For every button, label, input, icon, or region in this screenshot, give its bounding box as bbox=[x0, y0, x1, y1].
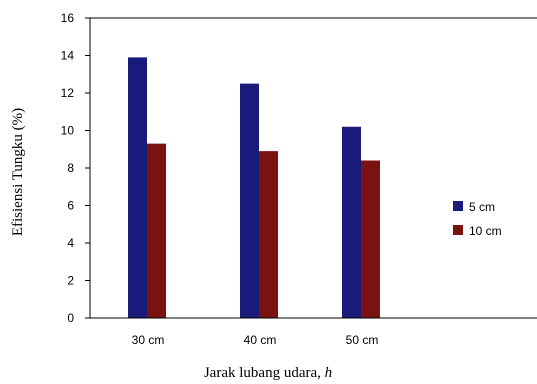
x-category-label: 30 cm bbox=[132, 333, 165, 347]
bar-5cm-50cm bbox=[342, 126, 361, 318]
legend-swatch bbox=[453, 225, 463, 235]
y-tick-label: 6 bbox=[67, 199, 74, 213]
y-tick-label: 12 bbox=[61, 86, 75, 100]
bars bbox=[128, 57, 380, 318]
y-tick-label: 8 bbox=[67, 161, 74, 175]
bar-5cm-30cm bbox=[128, 57, 147, 318]
bar-5cm-40cm bbox=[240, 83, 259, 318]
x-category-label: 50 cm bbox=[346, 333, 379, 347]
x-category-label: 40 cm bbox=[244, 333, 277, 347]
y-tick-label: 10 bbox=[61, 124, 75, 138]
legend-swatch bbox=[453, 201, 463, 211]
y-tick-label: 4 bbox=[67, 236, 74, 250]
x-axis-categories: 30 cm 40 cm 50 cm bbox=[132, 333, 379, 347]
y-tick-label: 0 bbox=[67, 311, 74, 325]
legend-label: 10 cm bbox=[469, 224, 502, 238]
legend: 5 cm 10 cm bbox=[453, 200, 502, 238]
y-tick-label: 2 bbox=[67, 274, 74, 288]
x-axis-label: Jarak lubang udara, h bbox=[204, 365, 332, 381]
bar-10cm-40cm bbox=[259, 151, 278, 318]
y-tick-label: 14 bbox=[61, 49, 75, 63]
bar-10cm-30cm bbox=[147, 143, 166, 318]
y-axis-label: Efisiensi Tungku (%) bbox=[10, 108, 26, 236]
legend-label: 5 cm bbox=[469, 200, 495, 214]
y-tick-label: 16 bbox=[61, 11, 75, 25]
bar-10cm-50cm bbox=[361, 160, 380, 318]
y-axis-ticks: 0 2 4 6 8 10 12 14 16 bbox=[61, 11, 90, 325]
